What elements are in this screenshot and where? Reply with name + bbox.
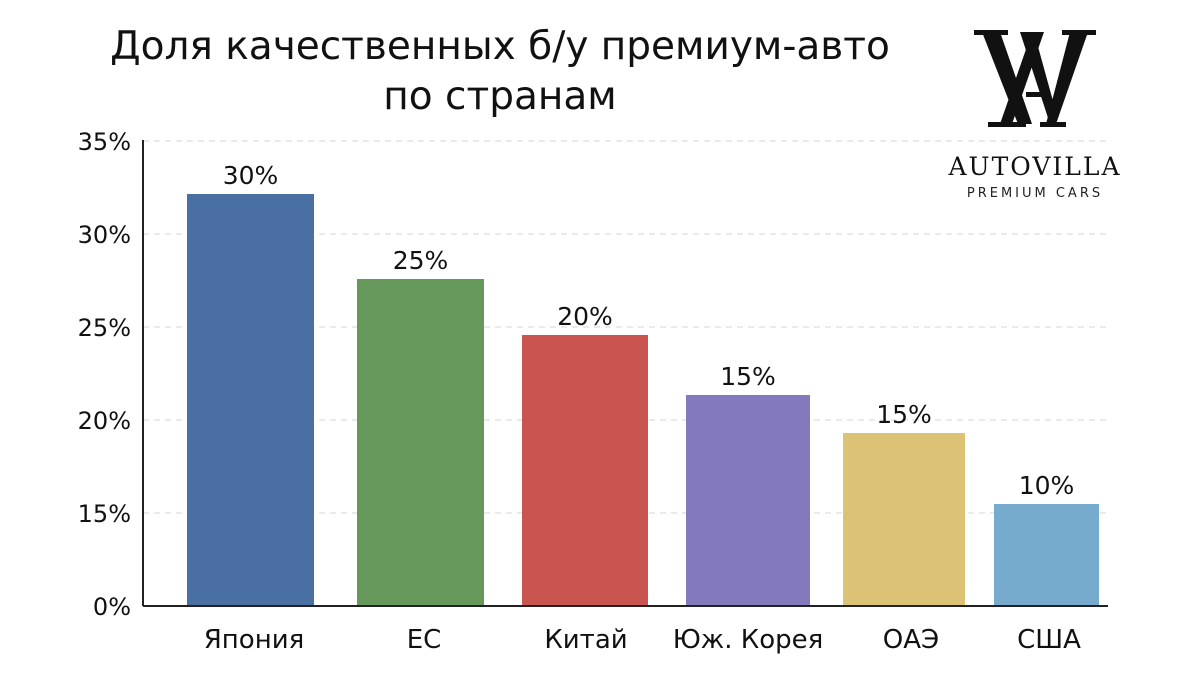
chart-title: Доля качественных б/у премиум-авто по ст…: [40, 22, 960, 122]
brand-name: AUTOVILLA: [948, 152, 1122, 181]
y-tick-label: 0%: [93, 593, 131, 621]
bar-value-label: 15%: [720, 362, 776, 391]
y-tick-label: 20%: [78, 407, 131, 435]
y-tick-label: 15%: [78, 500, 131, 528]
y-tick-label: 35%: [78, 128, 131, 156]
labels: 0% 15% 20% 25% 30% 35% 30% Япония 25% ЕС 20% Китай 1…: [78, 128, 1081, 655]
bar: [187, 194, 314, 606]
category-label: ОАЭ: [883, 625, 939, 655]
bar: [843, 433, 965, 606]
av-monogram-icon: [974, 30, 1096, 127]
category-label: ЕС: [407, 625, 442, 655]
brand-tagline: PREMIUM CARS: [966, 186, 1104, 201]
bar-value-label: 10%: [1019, 471, 1075, 500]
category-label: Китай: [544, 625, 627, 655]
bar-value-label: 20%: [557, 302, 613, 331]
bar: [522, 335, 648, 606]
category-label: США: [1017, 625, 1081, 655]
y-tick-label: 30%: [78, 221, 131, 249]
bar: [357, 279, 484, 606]
bar: [994, 504, 1099, 606]
chart-title-line-1: Доля качественных б/у премиум-авто: [110, 24, 890, 69]
chart-title-line-2: по странам: [383, 74, 617, 119]
bar-value-label: 30%: [223, 161, 279, 190]
bar-value-label: 25%: [393, 246, 449, 275]
category-label: Юж. Корея: [673, 625, 824, 655]
bar: [686, 395, 810, 606]
y-tick-label: 25%: [78, 314, 131, 342]
bars: [187, 194, 1099, 606]
bar-value-label: 15%: [876, 400, 932, 429]
category-label: Япония: [204, 625, 305, 655]
brand-logo: AUTOVILLA PREMIUM CARS: [930, 24, 1140, 214]
